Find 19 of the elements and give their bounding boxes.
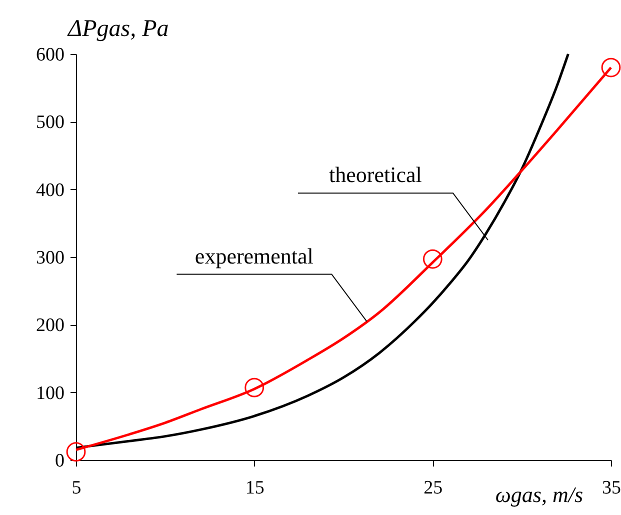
y-tick-label: 100	[36, 382, 64, 404]
annotation: experemental	[194, 243, 314, 268]
point	[422, 249, 442, 269]
point	[601, 58, 621, 78]
y-tick-label: 200	[36, 315, 64, 336]
x-tick-label: 15	[245, 478, 264, 498]
point	[66, 442, 86, 462]
y-tick-label: 0	[55, 450, 64, 472]
y-axis-title: ΔPgas, Pa	[67, 16, 169, 42]
x-tick-label: 25	[424, 478, 443, 498]
point	[244, 378, 264, 398]
x-axis-title: ωgas, m/s	[495, 482, 583, 507]
y-tick-label: 300	[36, 248, 64, 268]
y-tick-label: 600	[36, 44, 64, 66]
y-tick-label: 400	[36, 180, 64, 201]
y-tick-label: 500	[36, 112, 64, 134]
x-tick-label: 5	[72, 478, 82, 498]
annotation: theoretical	[329, 162, 422, 188]
x-tick-label: 35	[602, 478, 621, 498]
